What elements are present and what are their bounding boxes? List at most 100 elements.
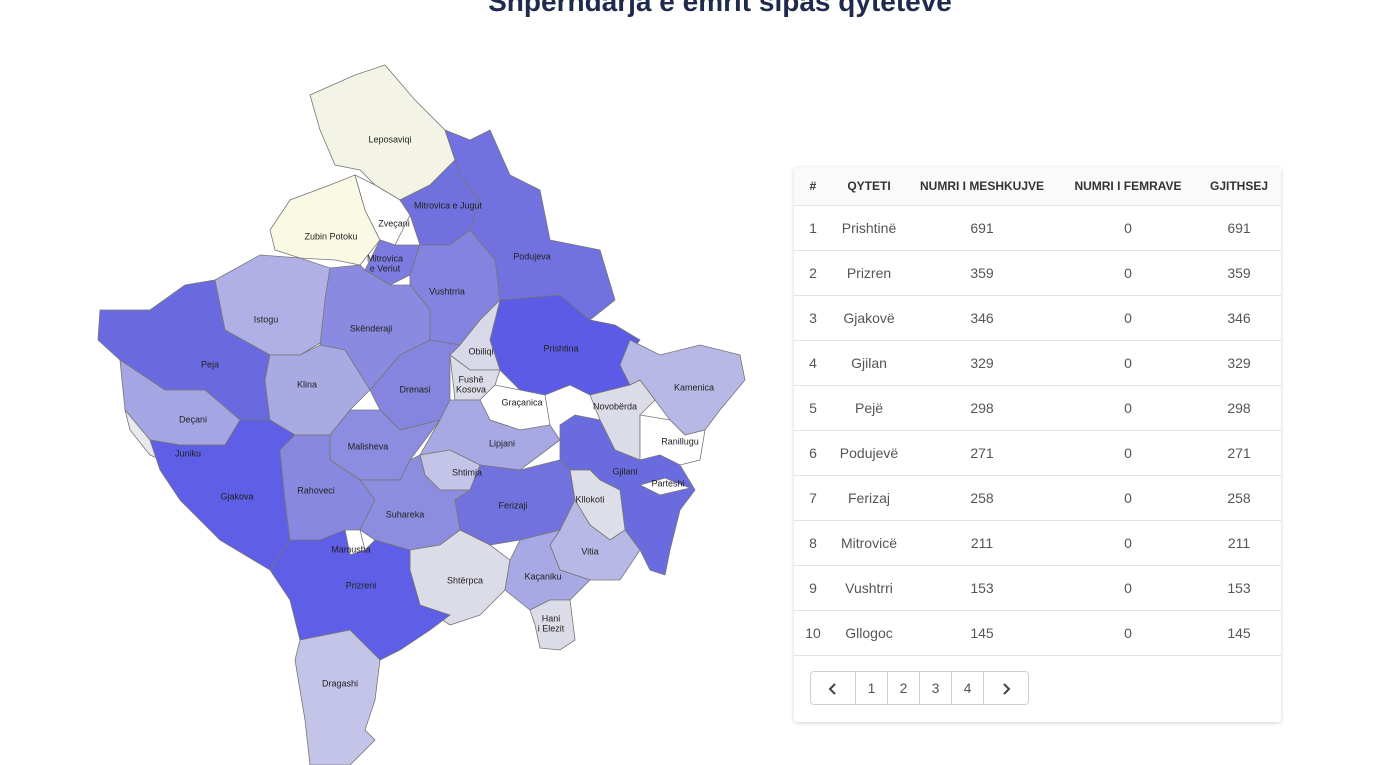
row-divider — [794, 205, 1281, 206]
table-header-bg — [794, 167, 1281, 205]
table-cell: 0 — [1124, 265, 1132, 281]
region-label: Vushtrria — [429, 286, 465, 296]
table-cell: 0 — [1124, 400, 1132, 416]
page-button[interactable]: 2 — [887, 671, 920, 705]
page-button[interactable]: 3 — [919, 671, 952, 705]
region — [529, 599, 576, 651]
region-label: Gjilani — [612, 466, 637, 476]
table-cell: 153 — [970, 580, 994, 596]
table-cell: 359 — [970, 265, 994, 281]
region-label: Prizreni — [346, 580, 377, 590]
table-cell: 0 — [1124, 490, 1132, 506]
region-label: Zveçani — [378, 218, 410, 228]
table-cell: 346 — [970, 310, 994, 326]
page-next[interactable] — [983, 671, 1029, 705]
column-header: NUMRI I FEMRAVE — [1074, 179, 1182, 193]
region-label: Dragashi — [322, 678, 358, 688]
region-label: Ranillugu — [661, 436, 699, 446]
table-cell: 359 — [1227, 265, 1251, 281]
table-cell: 153 — [1227, 580, 1251, 596]
region-label: Kamenica — [674, 382, 714, 392]
region — [409, 229, 501, 346]
row-divider — [794, 295, 1281, 296]
column-header: # — [809, 179, 817, 193]
region-label: Prishtina — [543, 343, 578, 353]
row-divider — [794, 430, 1281, 431]
table-cell: Gjilan — [851, 355, 887, 371]
region-label: Kosova — [456, 384, 486, 394]
row-divider — [794, 655, 1281, 656]
region-label: Malisheva — [348, 441, 389, 451]
row-divider — [794, 610, 1281, 611]
column-header: QYTETI — [847, 179, 891, 193]
table-cell: 4 — [809, 355, 817, 371]
table-cell: 691 — [970, 220, 994, 236]
table-cell: 211 — [1227, 535, 1251, 551]
table-cell: 258 — [1227, 490, 1251, 506]
row-divider — [794, 340, 1281, 341]
region-label: Obiliqi — [468, 346, 493, 356]
region-label: Ferizaji — [498, 500, 527, 510]
region-label: Rahoveci — [297, 485, 335, 495]
region-label: Zubin Potoku — [304, 231, 357, 241]
region-label: Kaçaniku — [524, 571, 561, 581]
region-label: Mitrovica e Jugut — [414, 200, 483, 210]
table-cell: 691 — [1227, 220, 1251, 236]
table-cell: 145 — [970, 625, 994, 641]
table-cell: 6 — [809, 445, 817, 461]
region-label: Podujeva — [513, 251, 551, 261]
region-label: Kllokoti — [575, 494, 604, 504]
row-divider — [794, 565, 1281, 566]
table-cell: 0 — [1124, 310, 1132, 326]
region — [359, 454, 472, 551]
table-cell: 271 — [1227, 445, 1251, 461]
table-cell: 0 — [1124, 580, 1132, 596]
table-cell: 0 — [1124, 355, 1132, 371]
region-label: Klina — [297, 379, 317, 389]
region — [638, 477, 692, 496]
region-label: Graçanica — [501, 397, 542, 407]
page-title: Shpërndarja e emrit sipas qyteteve — [488, 0, 952, 17]
region-label: Drenasi — [399, 384, 430, 394]
table-cell: 329 — [1227, 355, 1251, 371]
table-cell: Prizren — [846, 265, 892, 281]
table-cell: Mitrovicë — [840, 535, 897, 551]
region-label: Peja — [201, 359, 219, 369]
map: Leposaviqi Zubin Potoku Zveçani Mitrovica e… — [97, 64, 746, 765]
table-cell: Podujevë — [839, 445, 899, 461]
chevron-left — [828, 683, 836, 696]
region-label: Deçani — [179, 414, 207, 424]
region-label: Shtërpca — [447, 575, 483, 585]
page-button[interactable]: 4 — [951, 671, 984, 705]
region-label: Hani — [542, 613, 561, 623]
region-label: Gjakova — [220, 491, 253, 501]
table-cell: 298 — [1227, 400, 1251, 416]
column-header: NUMRI I MESHKUJVE — [919, 179, 1044, 193]
table-cell: 2 — [809, 265, 817, 281]
region-label: Fushë — [458, 374, 483, 384]
page-button[interactable]: 1 — [855, 671, 888, 705]
region-label: Parteshi — [651, 478, 684, 488]
table-cell: 8 — [809, 535, 817, 551]
region-label: Novobërda — [593, 401, 637, 411]
table-cell: Vushtrri — [845, 580, 893, 596]
page-prev[interactable] — [810, 671, 856, 705]
row-divider — [794, 475, 1281, 476]
table-cell: 346 — [1227, 310, 1251, 326]
table-cell: 0 — [1124, 220, 1132, 236]
region-label: e Veriut — [370, 263, 401, 273]
column-header: GJITHSEJ — [1209, 179, 1269, 193]
table-cell: Ferizaj — [847, 490, 890, 506]
region-label: Suhareka — [386, 509, 425, 519]
table-cell: 5 — [809, 400, 817, 416]
region-label: Mamusha — [331, 544, 371, 554]
row-divider — [794, 385, 1281, 386]
region — [504, 529, 591, 611]
table-cell: 0 — [1124, 625, 1132, 641]
table-cell: 9 — [809, 580, 817, 596]
chevron-right — [1003, 683, 1011, 696]
region-label: Leposaviqi — [368, 134, 411, 144]
table-cell: 10 — [805, 625, 821, 641]
table-cell: Gllogoc — [845, 625, 893, 641]
table-card: # QYTETI NUMRI I MESHKUJVE NUMRI I FEMRAVE G… — [794, 167, 1281, 722]
